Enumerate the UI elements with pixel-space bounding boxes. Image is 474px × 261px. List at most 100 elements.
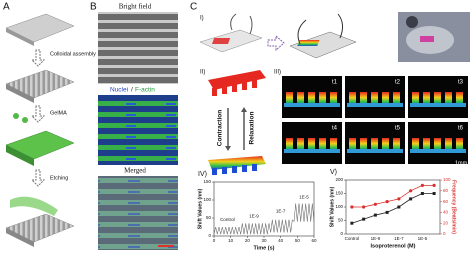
label: Relaxation (249, 112, 256, 145)
ridge (349, 138, 356, 152)
device-assembled (289, 31, 357, 59)
step-label: Colloidal assembly (50, 51, 96, 57)
ridges-contracted (212, 80, 257, 96)
point (409, 189, 413, 193)
film (347, 149, 403, 153)
point (432, 192, 436, 195)
frame-label: t1 (332, 80, 338, 86)
image-title: / (131, 87, 133, 94)
y2-tick-label: 40 (443, 210, 449, 215)
ridge (330, 138, 337, 152)
drop (13, 113, 19, 119)
image-title: F-actin (135, 87, 155, 94)
ridge (434, 92, 441, 106)
arrow (30, 49, 46, 67)
point (385, 200, 389, 204)
panel-label: V) (330, 169, 337, 176)
ridge (319, 92, 326, 106)
photo-film (420, 36, 434, 42)
scale-bar (158, 245, 174, 247)
point (385, 210, 389, 214)
y-tick-label: 100 (335, 204, 343, 209)
tubing (230, 13, 253, 35)
ridge (412, 138, 419, 152)
series-line (351, 193, 435, 224)
tubing (297, 13, 344, 45)
x-tick-label: 20 (245, 238, 251, 243)
arrowhead (225, 146, 231, 151)
ridge (445, 92, 452, 106)
x-tick-label: 40 (278, 238, 284, 243)
ridge (423, 138, 430, 152)
point (420, 192, 424, 195)
ridge (360, 138, 367, 152)
y-tick-label: 200 (335, 177, 343, 182)
ridge (371, 92, 378, 106)
y-tick-label: 0 (208, 233, 211, 238)
bright-field-image (98, 12, 178, 84)
drop (22, 117, 28, 123)
panel-a: Colloidal assembly GelMA Etching (5, 13, 96, 247)
panel-label: IV) (198, 171, 207, 178)
ridge (382, 138, 389, 152)
annotation: 1E-9 (249, 213, 259, 218)
scale-label: 1mm (455, 160, 468, 166)
point (350, 205, 354, 209)
y2-tick-label: 100 (443, 177, 451, 182)
gel (5, 130, 75, 160)
point (397, 205, 401, 209)
film (410, 149, 466, 153)
y2-tick-label: 20 (443, 220, 449, 225)
x-tick-label: Control (345, 236, 360, 241)
x-tick-label: 60 (311, 238, 317, 243)
x-tick-label: 1E-9 (371, 236, 381, 241)
fluorescence-image (98, 95, 178, 165)
y2-tick-label: 60 (443, 199, 449, 204)
arrow (30, 169, 46, 187)
frame-grid: t1 t2 t3 t4 t5 t6 (282, 76, 468, 164)
film (297, 40, 320, 46)
x-axis-label: Isoproterenol (M) (371, 243, 416, 249)
photo-cap (406, 16, 418, 28)
y-tick-label: 50 (338, 218, 344, 223)
y-tick-label: 100 (203, 197, 211, 202)
y2-tick-label: 0 (443, 231, 446, 236)
ridge (434, 138, 441, 152)
point (420, 183, 424, 187)
y-tick-label: 50 (206, 215, 212, 220)
x-tick-label: 0 (213, 238, 216, 243)
film-contracted (208, 70, 266, 90)
ridge (412, 92, 419, 106)
step-label: GelMA (50, 110, 67, 116)
panel-label: C (190, 2, 197, 13)
ridges-relaxed (212, 164, 257, 175)
panel-label: B (90, 2, 97, 13)
image-title: Merged (124, 167, 146, 175)
arrow (267, 34, 285, 52)
ridge (297, 138, 304, 152)
device (199, 29, 263, 53)
image-title: Nuclei (110, 87, 128, 94)
film (284, 103, 340, 107)
ridge (371, 138, 378, 152)
frame-label: t5 (395, 126, 401, 132)
point (373, 213, 377, 217)
step-label: Etching (50, 175, 68, 181)
ridge (445, 138, 452, 152)
film (410, 103, 466, 107)
x-tick-label: 1E-7 (394, 236, 404, 241)
ridge (423, 92, 430, 106)
substrate-side (6, 228, 34, 247)
x-tick-label: 10 (228, 238, 234, 243)
y-axis-label: Shift Values (nm) (329, 186, 335, 227)
annotation: 1E-7 (276, 209, 286, 214)
sub-label: I) (200, 16, 204, 22)
substrate (5, 213, 75, 243)
point (373, 202, 377, 206)
merged-image (98, 176, 178, 250)
ridge (319, 138, 326, 152)
series-line (351, 185, 435, 208)
film (284, 149, 340, 153)
x-tick-label: 1E-5 (418, 236, 428, 241)
ridge (330, 92, 337, 106)
